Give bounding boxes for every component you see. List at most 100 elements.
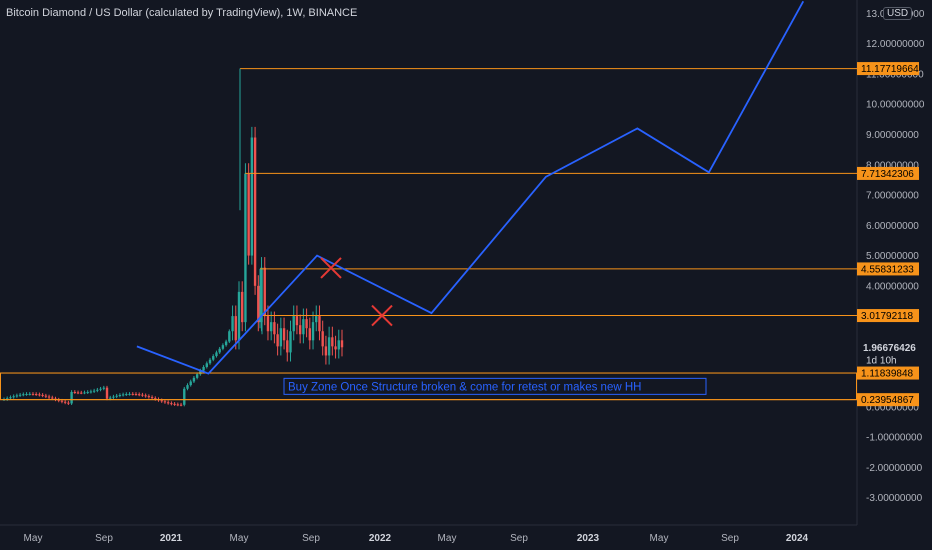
candle-body	[138, 394, 141, 396]
candle-body	[54, 398, 57, 400]
candle-body	[208, 359, 212, 364]
candle-body	[80, 392, 83, 394]
candle-body	[141, 394, 144, 396]
candle-body	[266, 316, 270, 332]
candle-body	[144, 395, 147, 397]
y-tick-label: 0.00000000	[866, 402, 919, 413]
x-tick-label: Sep	[721, 533, 739, 544]
candle-body	[41, 394, 44, 396]
x-tick-label: 2023	[577, 533, 600, 544]
y-tick-label: 4.00000000	[866, 281, 919, 292]
candle-body	[67, 402, 70, 404]
candle-body	[31, 393, 35, 395]
candle-body	[292, 316, 295, 332]
candle-body	[315, 316, 318, 323]
candle-body	[237, 291, 241, 341]
candle-body	[12, 396, 15, 398]
x-tick-label: May	[650, 533, 669, 544]
x-tick-label: Sep	[95, 533, 113, 544]
bar-countdown-label: 1d 10h	[866, 355, 897, 366]
candle-body	[63, 401, 67, 403]
candle-body	[25, 393, 28, 395]
candle-body	[286, 340, 289, 353]
candle-body	[202, 366, 205, 371]
candle-body	[150, 397, 154, 399]
x-tick-label: 2024	[786, 533, 809, 544]
candle-body	[102, 387, 105, 389]
candle-body	[282, 328, 286, 341]
candle-body	[331, 337, 334, 347]
level-price-tag	[857, 166, 919, 180]
currency-button[interactable]: USD	[883, 7, 913, 20]
y-tick-label: 10.00000000	[866, 100, 925, 111]
candle-body	[166, 402, 170, 404]
candle-body	[73, 391, 77, 393]
candle-body	[241, 291, 244, 323]
candle-body	[189, 381, 192, 386]
candle-body	[134, 393, 138, 395]
candle-body	[99, 388, 102, 390]
x-tick-label: 2021	[160, 533, 183, 544]
y-tick-label: -1.00000000	[866, 433, 923, 444]
candle-body	[215, 352, 218, 357]
candle-body	[28, 393, 31, 395]
level-price-label: 3.01792118	[861, 311, 914, 322]
level-price-tag	[857, 62, 919, 76]
candle-body	[60, 400, 64, 402]
y-tick-label: 5.00000000	[866, 251, 919, 262]
current-price-label: 1.96676426	[863, 343, 916, 354]
y-tick-label: 6.00000000	[866, 221, 919, 232]
candle-body	[70, 391, 73, 404]
candle-body	[305, 319, 308, 329]
candle-body	[260, 267, 263, 323]
candle-body	[192, 377, 196, 382]
candle-body	[218, 348, 221, 353]
projection-path	[136, 0, 805, 375]
candle-body	[160, 400, 163, 402]
candle-body	[109, 397, 112, 399]
candle-body	[147, 396, 151, 398]
candle-body	[112, 396, 115, 398]
candle-body	[183, 388, 186, 405]
candle-body	[298, 325, 302, 335]
candle-body	[44, 395, 48, 397]
chart-title: Bitcoin Diamond / US Dollar (calculated …	[6, 7, 358, 19]
candle-body	[176, 404, 180, 406]
candle-body	[22, 394, 25, 396]
candle-body	[51, 397, 54, 399]
candle-body	[269, 322, 273, 332]
level-price-tag	[857, 366, 919, 380]
x-tick-label: May	[24, 533, 43, 544]
level-price-tag	[857, 309, 919, 323]
candle-body	[170, 403, 173, 405]
level-price-tag	[857, 393, 919, 407]
candle-body	[76, 392, 80, 394]
level-price-label: 0.23954867	[861, 395, 914, 406]
candle-body	[279, 328, 283, 347]
candle-body	[57, 399, 60, 401]
candle-body	[92, 390, 96, 392]
candle-body	[247, 173, 250, 256]
y-tick-label: 7.00000000	[866, 191, 919, 202]
candle-body	[199, 370, 202, 375]
candle-body	[96, 389, 99, 391]
candle-body	[263, 267, 266, 317]
rejection-cross-mark	[371, 304, 393, 327]
annotation-text: Buy Zone Once Structure broken & come fo…	[288, 381, 641, 393]
candle-body	[186, 385, 189, 389]
candle-body	[311, 322, 315, 341]
candle-body	[179, 404, 183, 406]
candle-body	[34, 394, 38, 396]
level-price-label: 1.11839848	[861, 369, 914, 380]
candle-body	[173, 403, 176, 405]
candle-body	[318, 316, 321, 332]
candle-body	[105, 387, 109, 399]
x-tick-label: May	[230, 533, 249, 544]
candle-body	[121, 394, 125, 396]
candle-body	[118, 395, 122, 397]
candle-body	[337, 340, 340, 350]
candle-body	[9, 397, 12, 399]
candle-body	[115, 395, 118, 397]
y-tick-label: -3.00000000	[866, 493, 923, 504]
